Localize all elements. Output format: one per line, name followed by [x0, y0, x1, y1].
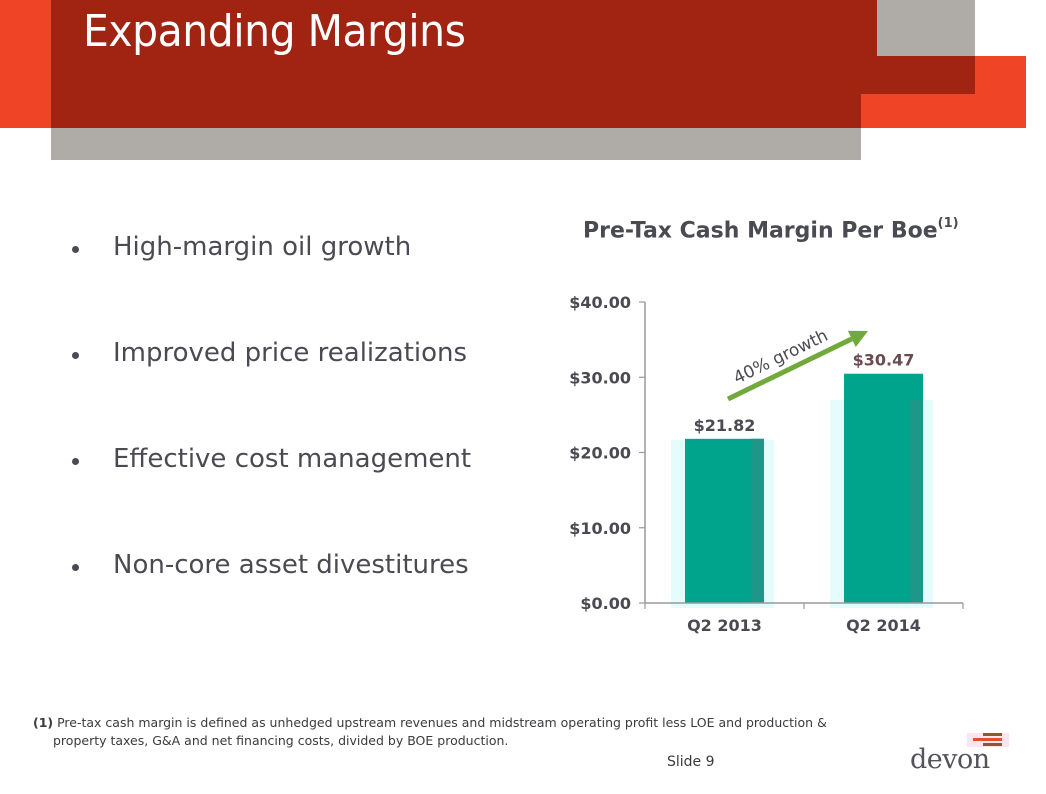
y-tick-labels: $0.00 $10.00 $20.00 $30.00 $40.00 — [569, 293, 631, 613]
bullet-icon — [72, 564, 79, 571]
header-orange-right-lower — [861, 94, 975, 128]
bullet-icon — [72, 458, 79, 465]
chart-title: Pre-Tax Cash Margin Per Boe(1) — [583, 216, 959, 244]
header-gray-bar — [51, 128, 861, 160]
bar-shade — [751, 438, 764, 603]
y-tick-label: $30.00 — [569, 368, 631, 387]
footnote-line-1: Pre-tax cash margin is defined as unhedg… — [57, 715, 827, 730]
chart-title-text: Pre-Tax Cash Margin Per Boe — [583, 218, 938, 244]
bullet-icon — [72, 352, 79, 359]
footnote-ref: (1) — [33, 715, 54, 730]
slide-number: Slide 9 — [667, 754, 715, 770]
logo-stripes-icon — [967, 733, 1009, 747]
x-tick-labels: Q2 2013 Q2 2014 — [687, 616, 921, 635]
bars-layer — [685, 373, 923, 603]
devon-logo: devon — [905, 730, 1015, 780]
bar-q2-2014 — [844, 373, 923, 603]
y-tick-label: $40.00 — [569, 293, 631, 312]
footnote: (1) Pre-tax cash margin is defined as un… — [33, 714, 893, 750]
bar-shade — [910, 400, 923, 603]
bullet-icon — [72, 246, 79, 253]
x-tick-label: Q2 2013 — [687, 616, 762, 635]
bullet-text: Improved price realizations — [113, 338, 468, 368]
y-tick-label: $20.00 — [569, 444, 631, 463]
data-labels: $21.82 $30.47 — [694, 351, 915, 435]
axes-layer — [639, 301, 964, 609]
data-label: $30.47 — [853, 351, 915, 370]
chart-title-footnote-ref: (1) — [937, 216, 959, 231]
bullet-text: Non-core asset divestitures — [113, 550, 469, 580]
logo-text: devon — [910, 744, 990, 775]
bullet-text: Effective cost management — [113, 444, 472, 474]
bar-q2-2013 — [685, 438, 764, 603]
slide-title: Expanding Margins — [83, 6, 466, 57]
footnote-line-2: property taxes, G&A and net financing co… — [53, 733, 509, 748]
bullet-text: High-margin oil growth — [113, 232, 412, 262]
header-red-lower — [51, 94, 861, 128]
header-orange-right — [975, 56, 1026, 128]
header-gray-top-right — [877, 0, 975, 56]
header-red-main — [51, 0, 877, 94]
header-orange-left — [0, 0, 51, 128]
y-tick-label: $10.00 — [569, 519, 631, 538]
growth-arrow-shaft — [726, 336, 853, 402]
x-tick-label: Q2 2014 — [846, 616, 921, 635]
data-label: $21.82 — [694, 416, 756, 435]
y-tick-label: $0.00 — [580, 594, 631, 613]
header-red-extension — [877, 56, 975, 94]
growth-arrow-icon — [847, 330, 868, 347]
